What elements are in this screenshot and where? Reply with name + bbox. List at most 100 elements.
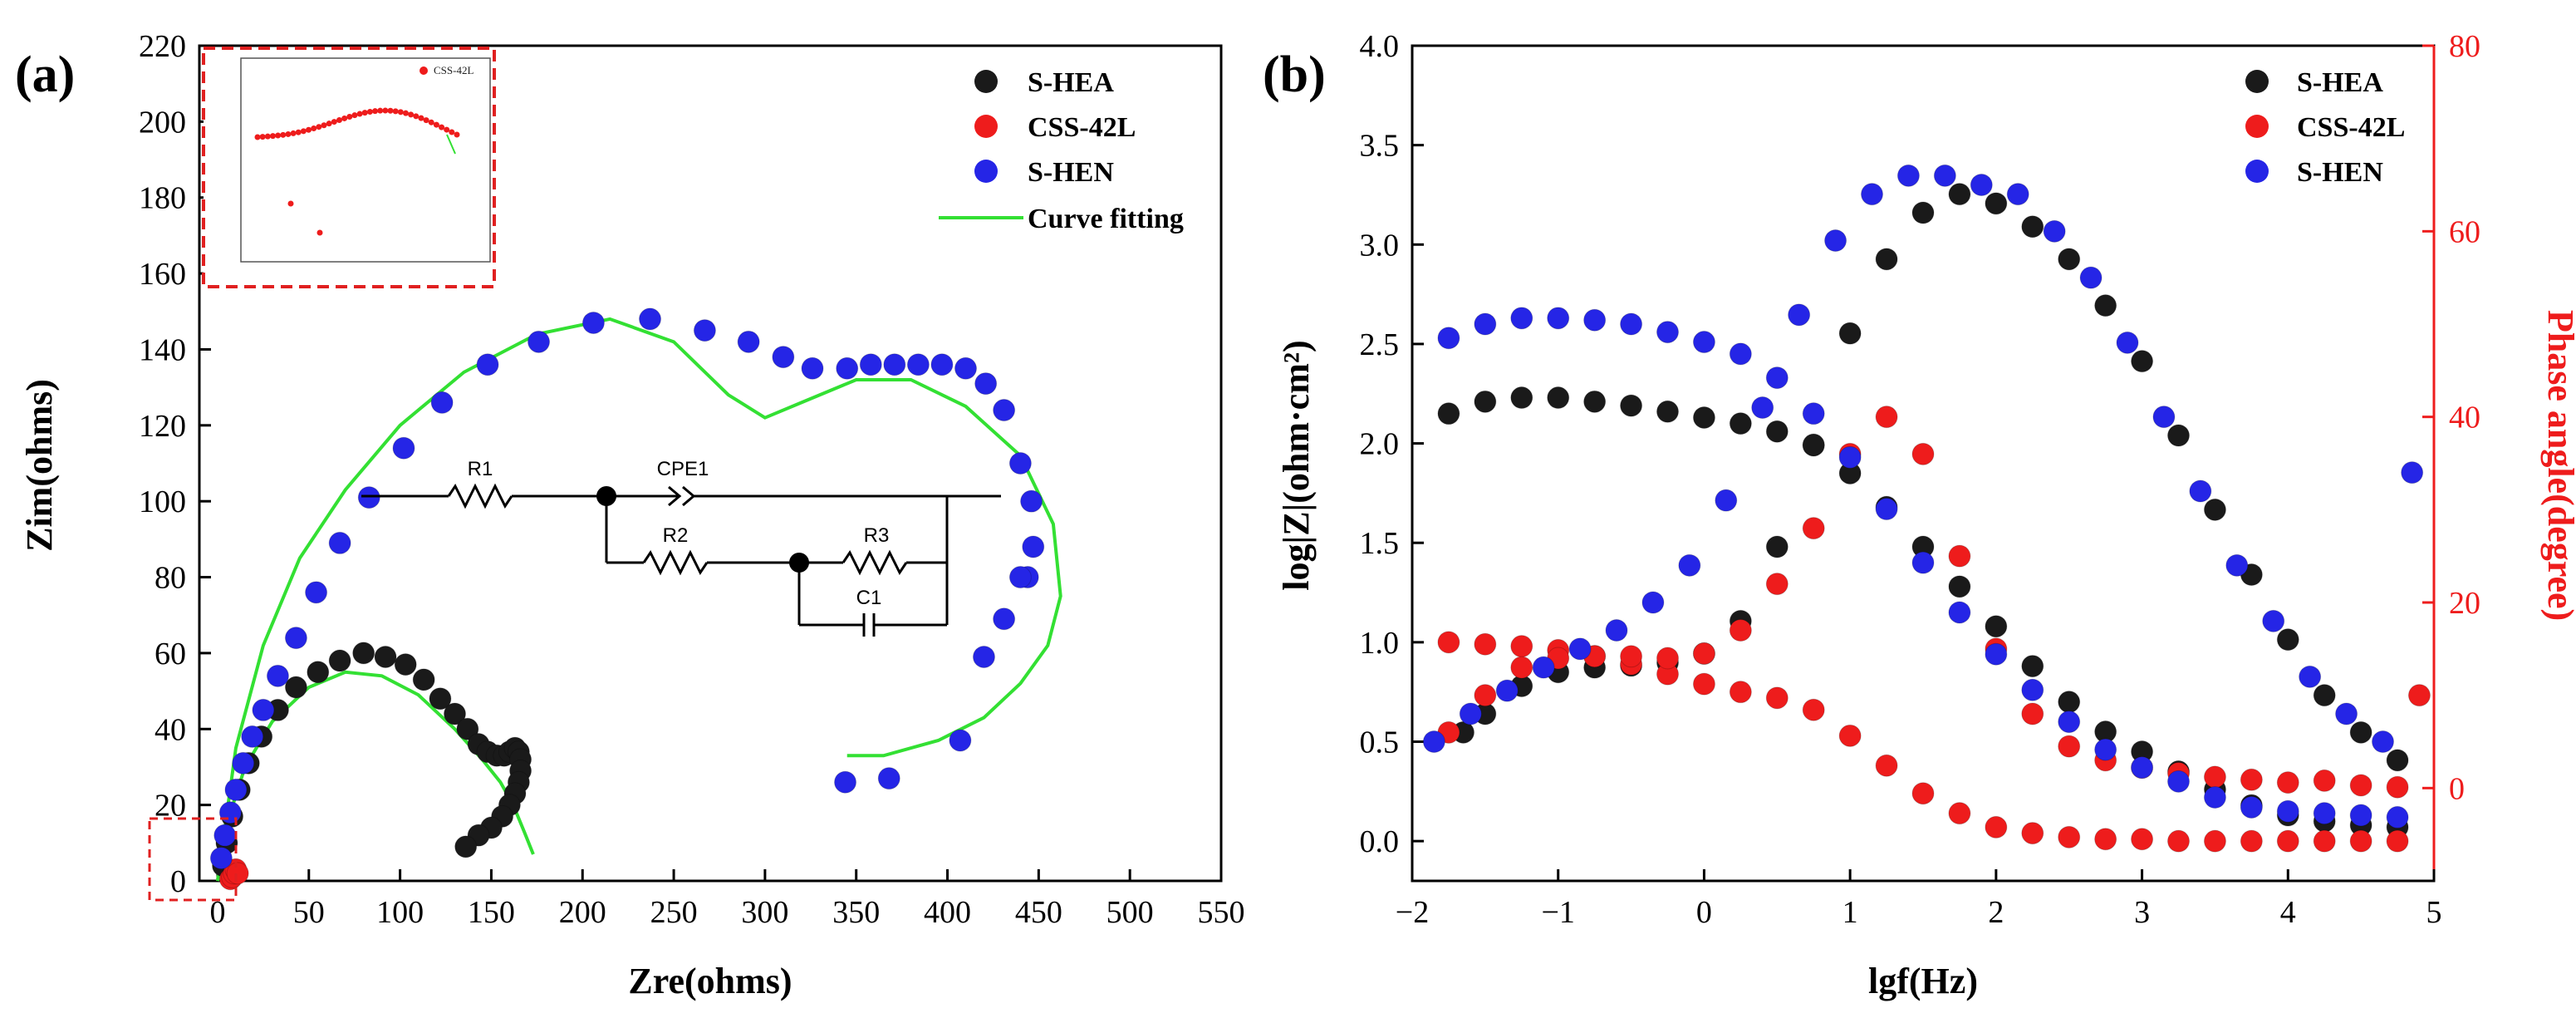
inset-point xyxy=(321,122,327,129)
point-css-42l-left xyxy=(1985,815,2008,838)
point-s-hen xyxy=(218,801,242,824)
panel-b-axis: −2 −1 0 1 2 3 4 5 0.0 0.5 1.0 1.5 2.0 2.5 3.0 3.5 4.0 0 20… xyxy=(1360,29,2481,930)
equivalent-circuit: R1 CPE1 R2 R3 C1 xyxy=(361,458,1001,637)
point-css-42l-left xyxy=(1437,631,1460,654)
point-s-hen-left xyxy=(1620,312,1643,336)
point-s-hen-left xyxy=(2386,805,2409,829)
y-tick-label: 1.0 xyxy=(1360,626,1400,661)
point-s-hea-right xyxy=(2131,350,2154,373)
point-css-42l-right xyxy=(2407,684,2431,707)
inset-point xyxy=(290,130,297,136)
point-s-hen-right xyxy=(2189,479,2212,503)
y2-tick-label: 80 xyxy=(2449,29,2480,64)
point-s-hen xyxy=(581,311,605,334)
point-s-hea-left xyxy=(1985,615,2008,638)
point-css-42l-left xyxy=(2240,829,2263,853)
inset-point xyxy=(408,111,415,118)
inset-point xyxy=(311,125,317,132)
x-tick-label: 350 xyxy=(832,895,880,930)
point-s-hea-right xyxy=(1911,201,1935,224)
inset-point xyxy=(316,229,323,236)
inset-point xyxy=(356,111,363,117)
point-css-42l-left xyxy=(1474,632,1497,656)
point-s-hen-left xyxy=(2058,711,2081,734)
point-s-hen-right xyxy=(2116,331,2139,354)
point-s-hen-left xyxy=(2276,799,2299,823)
point-css-42l-left xyxy=(2203,829,2226,853)
y-tick-label: 3.5 xyxy=(1360,129,1400,164)
point-s-hen xyxy=(1022,535,1045,558)
inset-legend-marker xyxy=(420,66,428,75)
point-s-hen-left xyxy=(2167,770,2190,793)
point-s-hen-right xyxy=(1933,164,1956,187)
x-tick-label: 500 xyxy=(1106,895,1154,930)
point-s-hen xyxy=(993,399,1016,422)
inset-fit xyxy=(446,134,456,155)
inset-point xyxy=(402,110,409,116)
point-s-hen xyxy=(877,767,900,790)
point-s-hen xyxy=(859,353,882,376)
point-s-hea-left xyxy=(1474,390,1497,413)
point-css-42l-right xyxy=(1875,406,1898,429)
point-s-hen-left xyxy=(1583,308,1607,332)
point-css-42l-right xyxy=(1474,684,1497,707)
inset-point xyxy=(336,116,342,123)
inset-point xyxy=(372,108,379,115)
point-css-42l-left xyxy=(1692,672,1715,696)
point-css-42l-right xyxy=(2276,771,2299,794)
point-css-42l-left xyxy=(2386,829,2409,853)
inset-point xyxy=(454,131,460,138)
point-s-hea xyxy=(307,661,330,684)
y-tick-label: 120 xyxy=(139,409,186,444)
legend-label-fit: Curve fitting xyxy=(1028,204,1184,234)
point-s-hen xyxy=(209,847,233,870)
x-tick-label: 200 xyxy=(559,895,606,930)
panel-b-y2-title: Phase angle(degree) xyxy=(2540,310,2576,621)
inset-point xyxy=(382,107,389,114)
panel-a-frame xyxy=(198,44,1223,883)
label-r2: R2 xyxy=(663,524,689,547)
legend-marker-css-42l xyxy=(974,115,998,138)
legend-b-marker-s-hen xyxy=(2245,160,2269,183)
point-s-hea-left xyxy=(2021,655,2044,678)
point-s-hen-right xyxy=(1861,183,1883,206)
point-s-hea-right xyxy=(2021,215,2044,239)
x-tick-label: 100 xyxy=(376,895,424,930)
cpe1-right-plate xyxy=(682,485,696,507)
point-s-hea-left xyxy=(1437,402,1460,425)
panel-b-x-title: lgf(Hz) xyxy=(1868,961,1978,1001)
point-s-hen-left xyxy=(1729,342,1752,366)
legend-b-marker-s-hea xyxy=(2245,70,2269,93)
point-s-hen-left xyxy=(2313,802,2336,825)
point-s-hea-left xyxy=(1729,412,1752,435)
point-s-hea-left xyxy=(1765,420,1788,443)
inset-point xyxy=(254,134,261,140)
point-css-42l-left xyxy=(1510,635,1533,658)
point-s-hen-left xyxy=(1437,327,1460,350)
point-s-hen-right xyxy=(2299,665,2322,688)
y-tick-label: 0.0 xyxy=(1360,824,1400,859)
point-s-hen-right xyxy=(1678,553,1701,577)
point-s-hea xyxy=(456,717,479,740)
inset-point xyxy=(341,115,348,121)
inset-point xyxy=(361,110,368,116)
point-s-hea-right xyxy=(1985,192,2008,215)
point-s-hea-left xyxy=(1583,390,1607,413)
point-s-hen xyxy=(772,346,795,369)
point-s-hen xyxy=(836,357,859,380)
point-css-42l-left xyxy=(2131,828,2154,851)
point-css-42l-left xyxy=(2058,825,2081,848)
inset-point xyxy=(275,132,282,139)
point-s-hen xyxy=(639,307,662,331)
point-css-42l-left xyxy=(1948,802,1971,825)
point-s-hea-right xyxy=(2276,628,2299,652)
inset-point xyxy=(300,128,307,135)
y2-tick-label: 0 xyxy=(2449,771,2465,806)
point-s-hea-right xyxy=(2058,248,2081,271)
point-s-hen-left xyxy=(1510,307,1533,330)
point-s-hen xyxy=(954,357,977,380)
point-s-hen-left xyxy=(2131,756,2154,779)
point-s-hen-right xyxy=(2401,461,2424,484)
point-s-hen xyxy=(993,607,1016,631)
panel-b-y-title: log|Z|(ohm·cm²) xyxy=(1276,340,1317,590)
